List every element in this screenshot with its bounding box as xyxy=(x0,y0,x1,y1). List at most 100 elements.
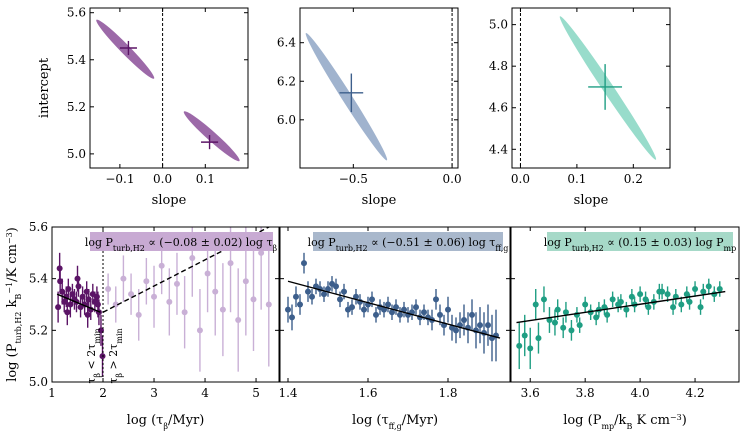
bottom-middle-point xyxy=(301,260,307,267)
bottom-right-xtick-label: 3.6 xyxy=(521,386,540,400)
bottom-right-point xyxy=(560,324,567,331)
bottom-right-plot-area xyxy=(516,278,726,370)
bottom-left-point-light xyxy=(235,317,242,323)
bottom-right-point xyxy=(540,296,547,303)
bottom-right-point xyxy=(601,304,608,311)
bottom-middle-point xyxy=(297,301,303,308)
top-right-xlabel: slope xyxy=(574,193,609,208)
bottom-left-annotation: log Pturb,H2 ∝ (−0.08 ± 0.02) log τβ xyxy=(85,236,278,253)
bottom-right-point xyxy=(521,332,528,339)
bottom-left-point-light xyxy=(128,291,135,298)
top-middle-ytick-label: 6.4 xyxy=(277,36,296,50)
bottom-left-ytick-label: 5.4 xyxy=(29,272,48,286)
bottom-left-ann-d: β xyxy=(273,244,278,253)
top-right-ytick-label: 4.4 xyxy=(489,142,508,156)
bottom-left-threshold-label-left: τβ < 2τmin xyxy=(85,328,102,383)
chart-content: −0.1 0.0 0.1 5.0 5.2 5.4 5.6 slope intercept −0.5… xyxy=(5,6,740,431)
bottom-right-ann-c: ∝ (0.15 ± 0.03) log P xyxy=(604,236,724,249)
bottom-left-point-light xyxy=(120,275,127,282)
bottom-left-annotation-box xyxy=(90,232,273,251)
bottom-middle-point xyxy=(385,301,391,308)
top-middle-xlabel: slope xyxy=(362,193,397,208)
bottom-left-ylabel: log (Pturb,H2 kB−1/K cm−3) xyxy=(5,227,23,382)
bottom-right-xlabel: log (Pmp/kB K cm−3) xyxy=(563,413,687,431)
bottom-left-point xyxy=(55,304,62,311)
bottom-right-point xyxy=(628,293,635,300)
bottom-right-point xyxy=(535,335,542,342)
bottom-left-point-light xyxy=(173,280,180,287)
top-right-ytick-label: 4.8 xyxy=(489,59,508,73)
bottom-middle-xl-c: /Myr) xyxy=(402,413,438,428)
bottom-right-point xyxy=(609,296,616,303)
top-left-ylabel: intercept xyxy=(37,57,52,118)
bottom-left-xl-a: log (τ xyxy=(127,413,164,428)
bottom-right-point xyxy=(516,342,523,349)
bottom-middle-ann-b: turb,H2 xyxy=(336,244,368,253)
bottom-right-point xyxy=(551,319,558,326)
bottom-right-xl-b: mp xyxy=(601,422,614,431)
bottom-right-xl-d: B xyxy=(626,422,632,431)
bottom-right-point xyxy=(686,298,693,305)
top-right-confidence-ellipse xyxy=(559,16,657,160)
bottom-left-beta: β xyxy=(93,373,102,378)
top-left-ytick-label: 5.4 xyxy=(67,53,86,67)
bottom-left-point-light xyxy=(196,327,203,334)
bottom-left-tau: τ xyxy=(107,378,120,384)
bottom-right-point xyxy=(623,306,630,313)
bottom-left-point-light xyxy=(227,260,234,267)
bottom-middle-point xyxy=(393,304,399,311)
bottom-right-annotation-box xyxy=(547,232,733,251)
bottom-middle-point xyxy=(293,293,299,300)
bottom-right-point xyxy=(642,296,649,303)
bottom-middle-point xyxy=(373,311,379,318)
top-left-ytick-label: 5.6 xyxy=(67,6,86,20)
bottom-middle-point xyxy=(413,304,419,311)
bottom-left-point-light xyxy=(219,306,226,313)
bottom-right-point xyxy=(582,301,589,308)
bottom-middle-xtick-label: 1.4 xyxy=(278,386,297,400)
bottom-right-ann-b: turb,H2 xyxy=(572,244,604,253)
top-middle-ytick-label: 6.2 xyxy=(277,74,296,88)
bottom-left-ann-a: log P xyxy=(85,236,114,249)
bottom-left-ann-c: ∝ (−0.08 ± 0.02) log τ xyxy=(145,236,273,249)
bottom-right-point xyxy=(568,327,575,334)
bottom-left-point-light xyxy=(166,298,173,305)
top-right-axes-frame xyxy=(511,7,671,169)
bottom-left-point-light xyxy=(258,249,265,256)
bottom-right-xtick-label: 4.0 xyxy=(631,386,650,400)
bottom-middle-point xyxy=(349,304,355,311)
bottom-middle-point xyxy=(325,286,331,292)
bottom-left-xlabel: log (τβ/Myr) xyxy=(127,413,205,431)
bottom-left-point xyxy=(74,275,81,282)
bottom-right-xl-g: ) xyxy=(682,413,687,428)
bottom-left-yl-b: turb,H2 xyxy=(14,312,23,344)
bottom-middle-annotation-box xyxy=(313,232,503,251)
bottom-middle-xtick-label: 1.6 xyxy=(358,386,377,400)
bottom-left-yl-h: ) xyxy=(5,227,20,232)
bottom-right-xtick-label: 4.2 xyxy=(686,386,705,400)
bottom-left-point-light xyxy=(204,270,211,277)
bottom-middle-point xyxy=(309,293,315,300)
bottom-left-plot-area xyxy=(55,227,272,377)
bottom-left-ytick-label: 5.6 xyxy=(29,220,48,234)
bottom-middle-point xyxy=(285,306,291,313)
bottom-right-point xyxy=(593,314,600,321)
bottom-middle-point xyxy=(353,293,359,300)
bottom-middle-annotation: log Pturb,H2 ∝ (−0.51 ± 0.06) log τff,g xyxy=(308,236,509,253)
bottom-right-xl-a: log (P xyxy=(563,413,602,428)
bottom-right-fit-line xyxy=(516,290,726,324)
bottom-left-ytick-label: 5.0 xyxy=(29,375,48,389)
bottom-left-yl-d: B xyxy=(14,294,23,300)
bottom-right-point xyxy=(716,286,723,292)
bottom-left-xtick-label: 5 xyxy=(252,386,260,400)
bottom-left-xtick-label: 4 xyxy=(201,386,209,400)
top-right-ytick-label: 5.0 xyxy=(489,18,508,32)
bottom-left-yl-a: log (P xyxy=(5,343,20,382)
bottom-middle-point xyxy=(321,291,327,298)
bottom-left-min: min xyxy=(115,328,124,343)
top-left-ytick-label: 5.2 xyxy=(67,100,86,114)
bottom-middle-ann-a: log P xyxy=(308,236,337,249)
bottom-right-ann-a: log P xyxy=(544,236,573,249)
bottom-right-point xyxy=(617,298,624,305)
